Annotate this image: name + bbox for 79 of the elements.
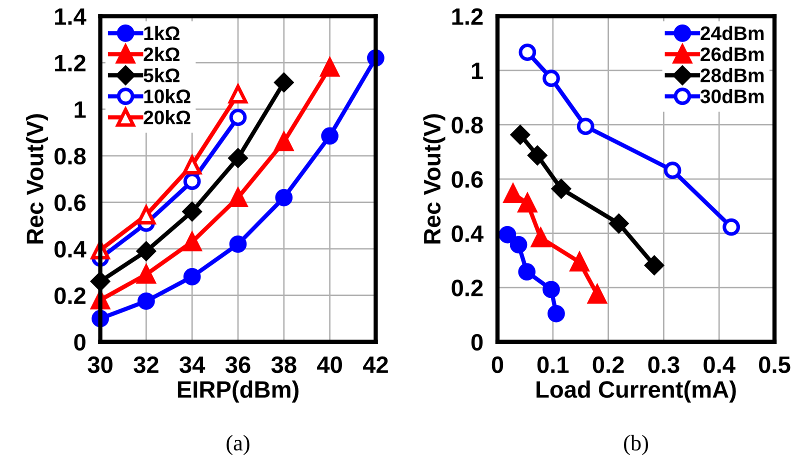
point <box>182 202 202 222</box>
text: (b) <box>624 434 648 456</box>
x-tick-label: 0.3 <box>648 356 680 374</box>
y-tick-label: 0 <box>471 334 483 351</box>
legend-label: 1kΩ <box>144 26 180 40</box>
point <box>510 125 530 144</box>
point <box>542 70 560 88</box>
y-tick-label: 0.6 <box>452 171 483 188</box>
point <box>548 304 565 322</box>
x-tick-label: 30 <box>88 356 112 374</box>
point <box>528 146 547 166</box>
legend-label: 24dBm <box>700 26 764 40</box>
point <box>321 127 338 145</box>
y-axis-title: Rec Vout(V) <box>423 114 446 244</box>
point <box>570 252 589 272</box>
x-tick-label: 0.4 <box>704 356 736 374</box>
legend-label: 28dBm <box>700 68 764 82</box>
point <box>183 268 201 286</box>
y-tick-label: 1 <box>74 102 86 118</box>
point <box>183 172 201 190</box>
point <box>576 118 594 136</box>
point <box>182 232 202 252</box>
point <box>518 194 537 213</box>
point <box>274 132 294 152</box>
x-tick-label: 40 <box>317 356 342 374</box>
legend-label: 5kΩ <box>144 68 180 82</box>
y-tick-label: 0.2 <box>452 280 483 296</box>
x-tick-label: 0.5 <box>759 356 790 374</box>
x-axis-title: EIRP(dBm) <box>178 380 298 403</box>
point <box>228 188 248 208</box>
point <box>510 236 528 254</box>
x-tick-label: 0.2 <box>592 356 624 374</box>
point <box>552 179 571 198</box>
y-tick-label: 1 <box>472 62 483 80</box>
point <box>518 44 536 61</box>
x-tick-label: 34 <box>180 356 206 374</box>
point <box>518 263 536 281</box>
point <box>498 226 516 244</box>
legend-label: 2kΩ <box>144 46 180 62</box>
x-tick-label: 0 <box>492 356 504 374</box>
point <box>136 242 156 261</box>
point <box>229 108 247 126</box>
y-tick-label: 1.2 <box>55 54 86 72</box>
point <box>274 72 294 92</box>
point <box>138 292 155 310</box>
y-tick-label: 0 <box>74 334 86 351</box>
legend-label: 30dBm <box>700 89 764 104</box>
y-tick-label: 1.2 <box>452 8 483 25</box>
y-tick-label: 0.6 <box>54 194 86 212</box>
x-tick-label: 32 <box>134 356 158 374</box>
text: (a) <box>226 434 250 456</box>
y-tick-label: 0.4 <box>54 240 86 258</box>
point <box>228 84 248 104</box>
point <box>228 148 248 168</box>
x-tick-label: 0.1 <box>537 356 569 374</box>
point <box>609 214 628 234</box>
point <box>722 218 740 236</box>
y-tick-label: 0.8 <box>54 148 86 165</box>
y-tick-label: 1.4 <box>55 8 86 25</box>
legend-label: 10kΩ <box>144 89 190 104</box>
point <box>504 184 522 204</box>
y-tick-label: 0.2 <box>54 287 86 304</box>
y-tick-label: 0.8 <box>452 116 483 134</box>
y-axis-title: Rec Vout(V) <box>26 114 48 244</box>
point <box>275 188 293 206</box>
x-axis-title: Load Current(mA) <box>536 380 736 403</box>
x-tick-label: 42 <box>362 356 388 373</box>
point <box>182 156 202 174</box>
point <box>644 256 664 275</box>
legend-label: 20kΩ <box>144 110 190 124</box>
point <box>664 162 682 180</box>
point <box>229 235 247 253</box>
y-tick-label: 0.4 <box>452 225 484 242</box>
x-tick-label: 36 <box>225 356 250 374</box>
x-tick-label: 38 <box>271 356 296 374</box>
legend-label: 26dBm <box>700 46 764 62</box>
point <box>320 58 340 77</box>
point <box>136 206 156 224</box>
point <box>542 280 560 298</box>
